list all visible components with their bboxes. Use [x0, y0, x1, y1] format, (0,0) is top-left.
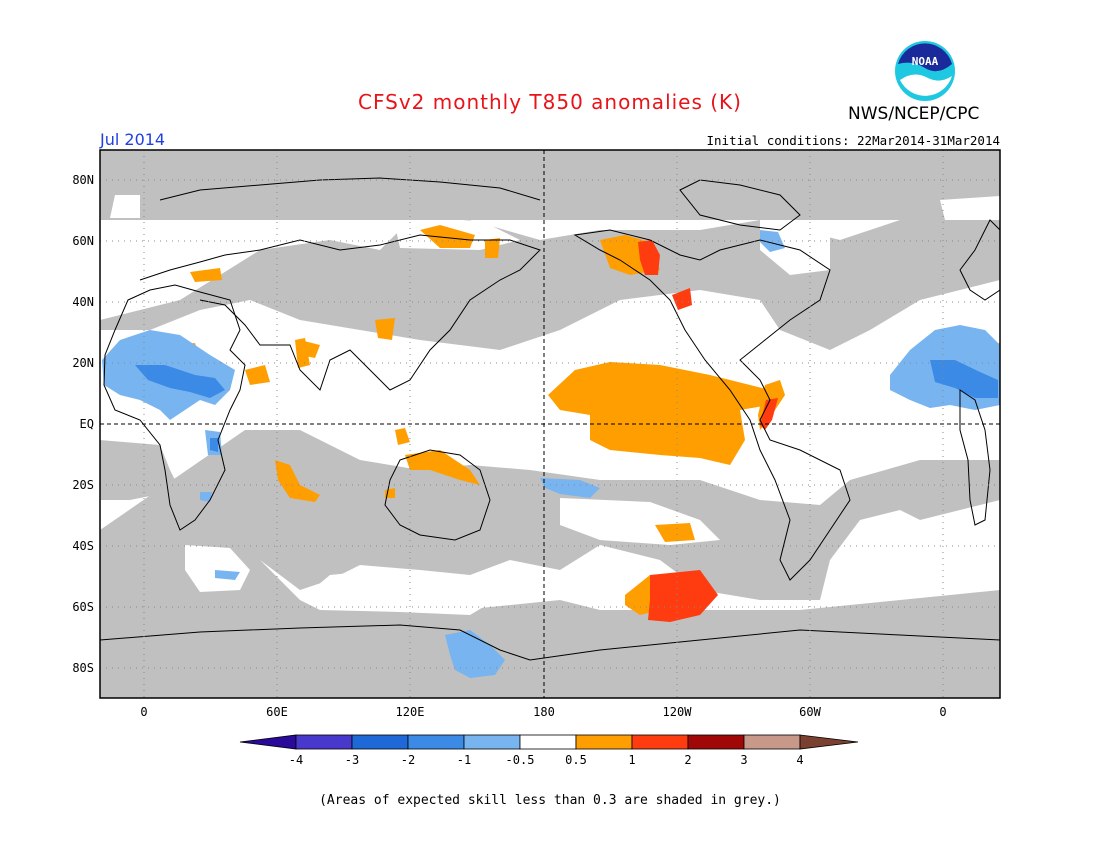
coastlines	[99, 177, 1001, 661]
colorbar-tick: 4	[796, 753, 803, 767]
anomaly-blue-regions	[135, 360, 998, 452]
lat-label: 40N	[72, 295, 94, 309]
latitude-labels: 80N 60N 40N 20N EQ 20S 40S 60S 80S	[72, 173, 94, 675]
lat-label: 80S	[72, 661, 94, 675]
colorbar-tick: -1	[457, 753, 471, 767]
colorbar-tick: 1	[628, 753, 635, 767]
lon-label: 0	[939, 705, 946, 719]
lon-label: 60W	[799, 705, 821, 719]
lon-label: 0	[140, 705, 147, 719]
lat-label: EQ	[80, 417, 94, 431]
lat-label: 80N	[72, 173, 94, 187]
anomaly-red-regions	[638, 240, 778, 622]
colorbar-tick-labels: -4 -3 -2 -1 -0.5 0.5 1 2 3 4	[289, 753, 804, 767]
colorbar-bin	[463, 734, 521, 750]
skill-white-regions	[110, 195, 1000, 615]
colorbar-arrow-left	[239, 734, 297, 750]
colorbar-bin	[351, 734, 409, 750]
lat-label: 60S	[72, 600, 94, 614]
colorbar-tick: 2	[684, 753, 691, 767]
noaa-logo-text: NOAA	[912, 55, 939, 68]
lat-label: 40S	[72, 539, 94, 553]
initial-conditions: Initial conditions: 22Mar2014-31Mar2014	[706, 133, 1001, 148]
colorbar-bin	[295, 734, 353, 750]
colorbar-tick: 0.5	[565, 753, 587, 767]
skill-footnote: (Areas of expected skill less than 0.3 a…	[319, 793, 781, 808]
colorbar-bin	[743, 734, 801, 750]
colorbar-tick: -2	[401, 753, 415, 767]
gridlines	[100, 150, 1000, 698]
colorbar-bin	[631, 734, 689, 750]
colorbar-tick: 3	[740, 753, 747, 767]
colorbar-tick: -3	[345, 753, 359, 767]
colorbar-bin	[407, 734, 465, 750]
organization-label: NWS/NCEP/CPC	[848, 104, 980, 124]
noaa-logo: NOAA	[894, 40, 956, 102]
colorbar-tick: -4	[289, 753, 303, 767]
lon-label: 120E	[396, 705, 425, 719]
chart-title: CFSv2 monthly T850 anomalies (K)	[358, 90, 742, 114]
lon-label: 180	[533, 705, 555, 719]
low-skill-grey-regions	[100, 150, 1000, 698]
map-frame	[99, 149, 1001, 699]
colorbar	[239, 734, 859, 750]
colorbar-tick: -0.5	[506, 753, 535, 767]
lat-label: 20N	[72, 356, 94, 370]
colorbar-arrow-right	[799, 734, 859, 750]
colorbar-bin	[519, 734, 577, 750]
lon-label: 60E	[266, 705, 288, 719]
longitude-labels: 0 60E 120E 180 120W 60W 0	[140, 705, 946, 719]
target-month: Jul 2014	[100, 130, 166, 149]
colorbar-bin	[687, 734, 745, 750]
lat-label: 60N	[72, 234, 94, 248]
equator-dateline	[100, 150, 1000, 698]
lat-label: 20S	[72, 478, 94, 492]
colorbar-bin	[575, 734, 633, 750]
lon-label: 120W	[663, 705, 693, 719]
